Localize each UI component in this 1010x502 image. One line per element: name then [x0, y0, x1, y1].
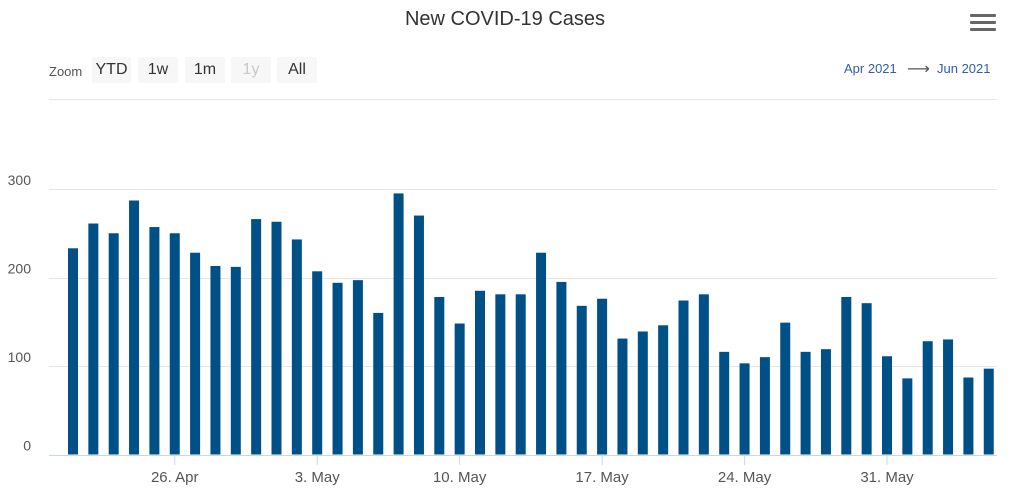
y-tick-label-0: 0: [23, 438, 31, 454]
bar-2021-05-27: [800, 351, 811, 455]
x-tick-label-2021-05-10: 10. May: [433, 469, 487, 486]
zoom-1w-button[interactable]: 1w: [138, 57, 178, 83]
bar-2021-05-09: [434, 296, 445, 455]
range-selector-divider: [49, 99, 997, 100]
bar-2021-05-21: [678, 300, 689, 455]
range-to-input[interactable]: Jun 2021: [937, 61, 991, 76]
bar-2021-05-05: [352, 280, 363, 455]
bar-2021-05-08: [413, 215, 424, 455]
bar-2021-04-24: [129, 200, 140, 455]
bar-2021-05-10: [454, 323, 465, 455]
bar-2021-04-26: [169, 233, 180, 455]
zoom-1m-button[interactable]: 1m: [185, 57, 225, 83]
bar-2021-05-14: [536, 252, 547, 455]
bar-2021-04-29: [230, 266, 241, 455]
x-tick-label-2021-05-17: 17. May: [575, 469, 629, 486]
bar-2021-04-22: [88, 223, 99, 455]
bar-2021-05-20: [658, 325, 669, 455]
zoom-label: Zoom: [49, 64, 83, 79]
bar-2021-05-06: [373, 312, 384, 455]
bar-2021-06-03: [943, 339, 954, 455]
bar-2021-05-26: [780, 322, 791, 455]
bar-2021-05-31: [882, 356, 892, 455]
bar-2021-05-17: [597, 298, 608, 455]
bar-2021-05-18: [617, 338, 628, 455]
bar-2021-05-11: [475, 290, 485, 455]
bar-2021-04-30: [251, 219, 262, 455]
bar-2021-05-13: [515, 294, 526, 455]
bar-2021-05-15: [556, 281, 567, 455]
bar-2021-04-21: [68, 248, 78, 455]
bar-2021-05-29: [841, 296, 852, 455]
bar-2021-05-04: [332, 282, 343, 455]
bar-2021-05-28: [820, 349, 831, 455]
bar-2021-05-22: [698, 294, 709, 455]
y-tick-label-200: 200: [8, 261, 32, 277]
bar-2021-05-12: [495, 294, 506, 455]
zoom-1y-button: 1y: [231, 57, 271, 83]
zoom-ytd-button[interactable]: YTD: [92, 57, 131, 83]
bar-2021-04-28: [210, 265, 221, 455]
bar-2021-04-27: [190, 252, 201, 455]
bar-2021-04-23: [108, 233, 119, 455]
x-tick-label-2021-05-24: 24. May: [718, 469, 772, 486]
range-from-input[interactable]: Apr 2021: [844, 61, 897, 76]
bar-2021-06-01: [902, 378, 913, 455]
bar-2021-05-30: [861, 303, 872, 455]
chart-title: New COVID-19 Cases: [404, 8, 606, 30]
bar-2021-06-05: [983, 368, 994, 455]
x-tick-label-2021-05-03: 3. May: [295, 469, 341, 486]
bar-2021-05-24: [739, 363, 750, 455]
bar-2021-05-19: [637, 331, 648, 455]
bar-2021-05-23: [719, 351, 730, 455]
bar-2021-06-02: [922, 341, 933, 455]
bar-2021-06-04: [963, 377, 974, 455]
y-tick-label-300: 300: [8, 172, 32, 188]
zoom-all-button[interactable]: All: [277, 57, 317, 83]
bar-2021-05-07: [393, 193, 404, 455]
bar-2021-05-25: [759, 357, 770, 455]
x-tick-label-2021-04-26: 26. Apr: [151, 469, 199, 486]
bar-2021-04-25: [149, 227, 160, 455]
x-tick-label-2021-05-31: 31. May: [860, 469, 914, 486]
y-tick-label-100: 100: [8, 349, 32, 365]
bar-2021-05-03: [312, 271, 323, 455]
hamburger-menu-icon[interactable]: [970, 14, 996, 36]
bar-2021-05-16: [576, 305, 587, 455]
bar-2021-05-02: [291, 239, 302, 455]
bar-2021-05-01: [271, 221, 282, 455]
range-arrow-icon: ⟶: [907, 61, 930, 78]
